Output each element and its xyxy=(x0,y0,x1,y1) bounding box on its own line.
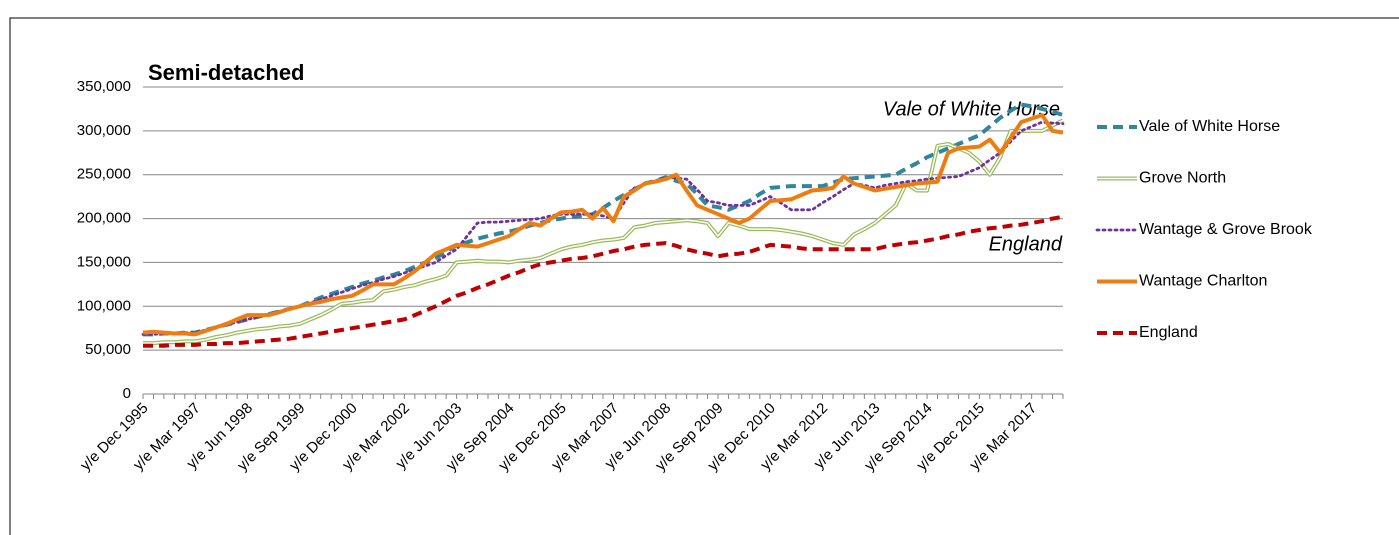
annotation: England xyxy=(989,233,1063,255)
series-line xyxy=(141,120,1065,336)
series-line xyxy=(143,102,1064,337)
chart-title: Semi-detached xyxy=(148,60,305,85)
chart-frame xyxy=(9,17,1399,535)
y-tick-label: 0 xyxy=(123,385,131,402)
y-tick-label: 100,000 xyxy=(77,297,131,314)
legend-label: Wantage & Grove Brook xyxy=(1139,221,1313,238)
y-tick-label: 50,000 xyxy=(85,341,131,358)
series-line xyxy=(142,113,1064,337)
series-line xyxy=(143,214,1064,348)
y-tick-label: 150,000 xyxy=(77,253,131,270)
y-tick-label: 250,000 xyxy=(77,166,131,183)
y-tick-label: 350,000 xyxy=(77,78,131,95)
legend-label: England xyxy=(1139,324,1198,341)
y-tick-label: 300,000 xyxy=(77,122,131,139)
legend-label: Grove North xyxy=(1139,170,1226,187)
y-tick-label: 200,000 xyxy=(77,210,131,227)
legend-label: Wantage Charlton xyxy=(1139,273,1267,290)
legend-label: Vale of White Horse xyxy=(1139,118,1280,135)
annotation: Vale of White Horse xyxy=(883,98,1060,120)
